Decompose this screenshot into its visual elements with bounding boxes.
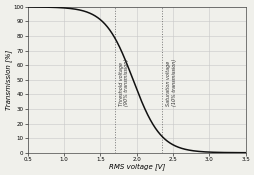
Y-axis label: Transmission [%]: Transmission [%] <box>5 50 12 110</box>
Text: Threshold voltage
(90% transmission): Threshold voltage (90% transmission) <box>118 59 129 106</box>
Text: Saturation voltage
(10% transmission): Saturation voltage (10% transmission) <box>165 59 176 106</box>
X-axis label: RMS voltage [V]: RMS voltage [V] <box>108 163 164 170</box>
